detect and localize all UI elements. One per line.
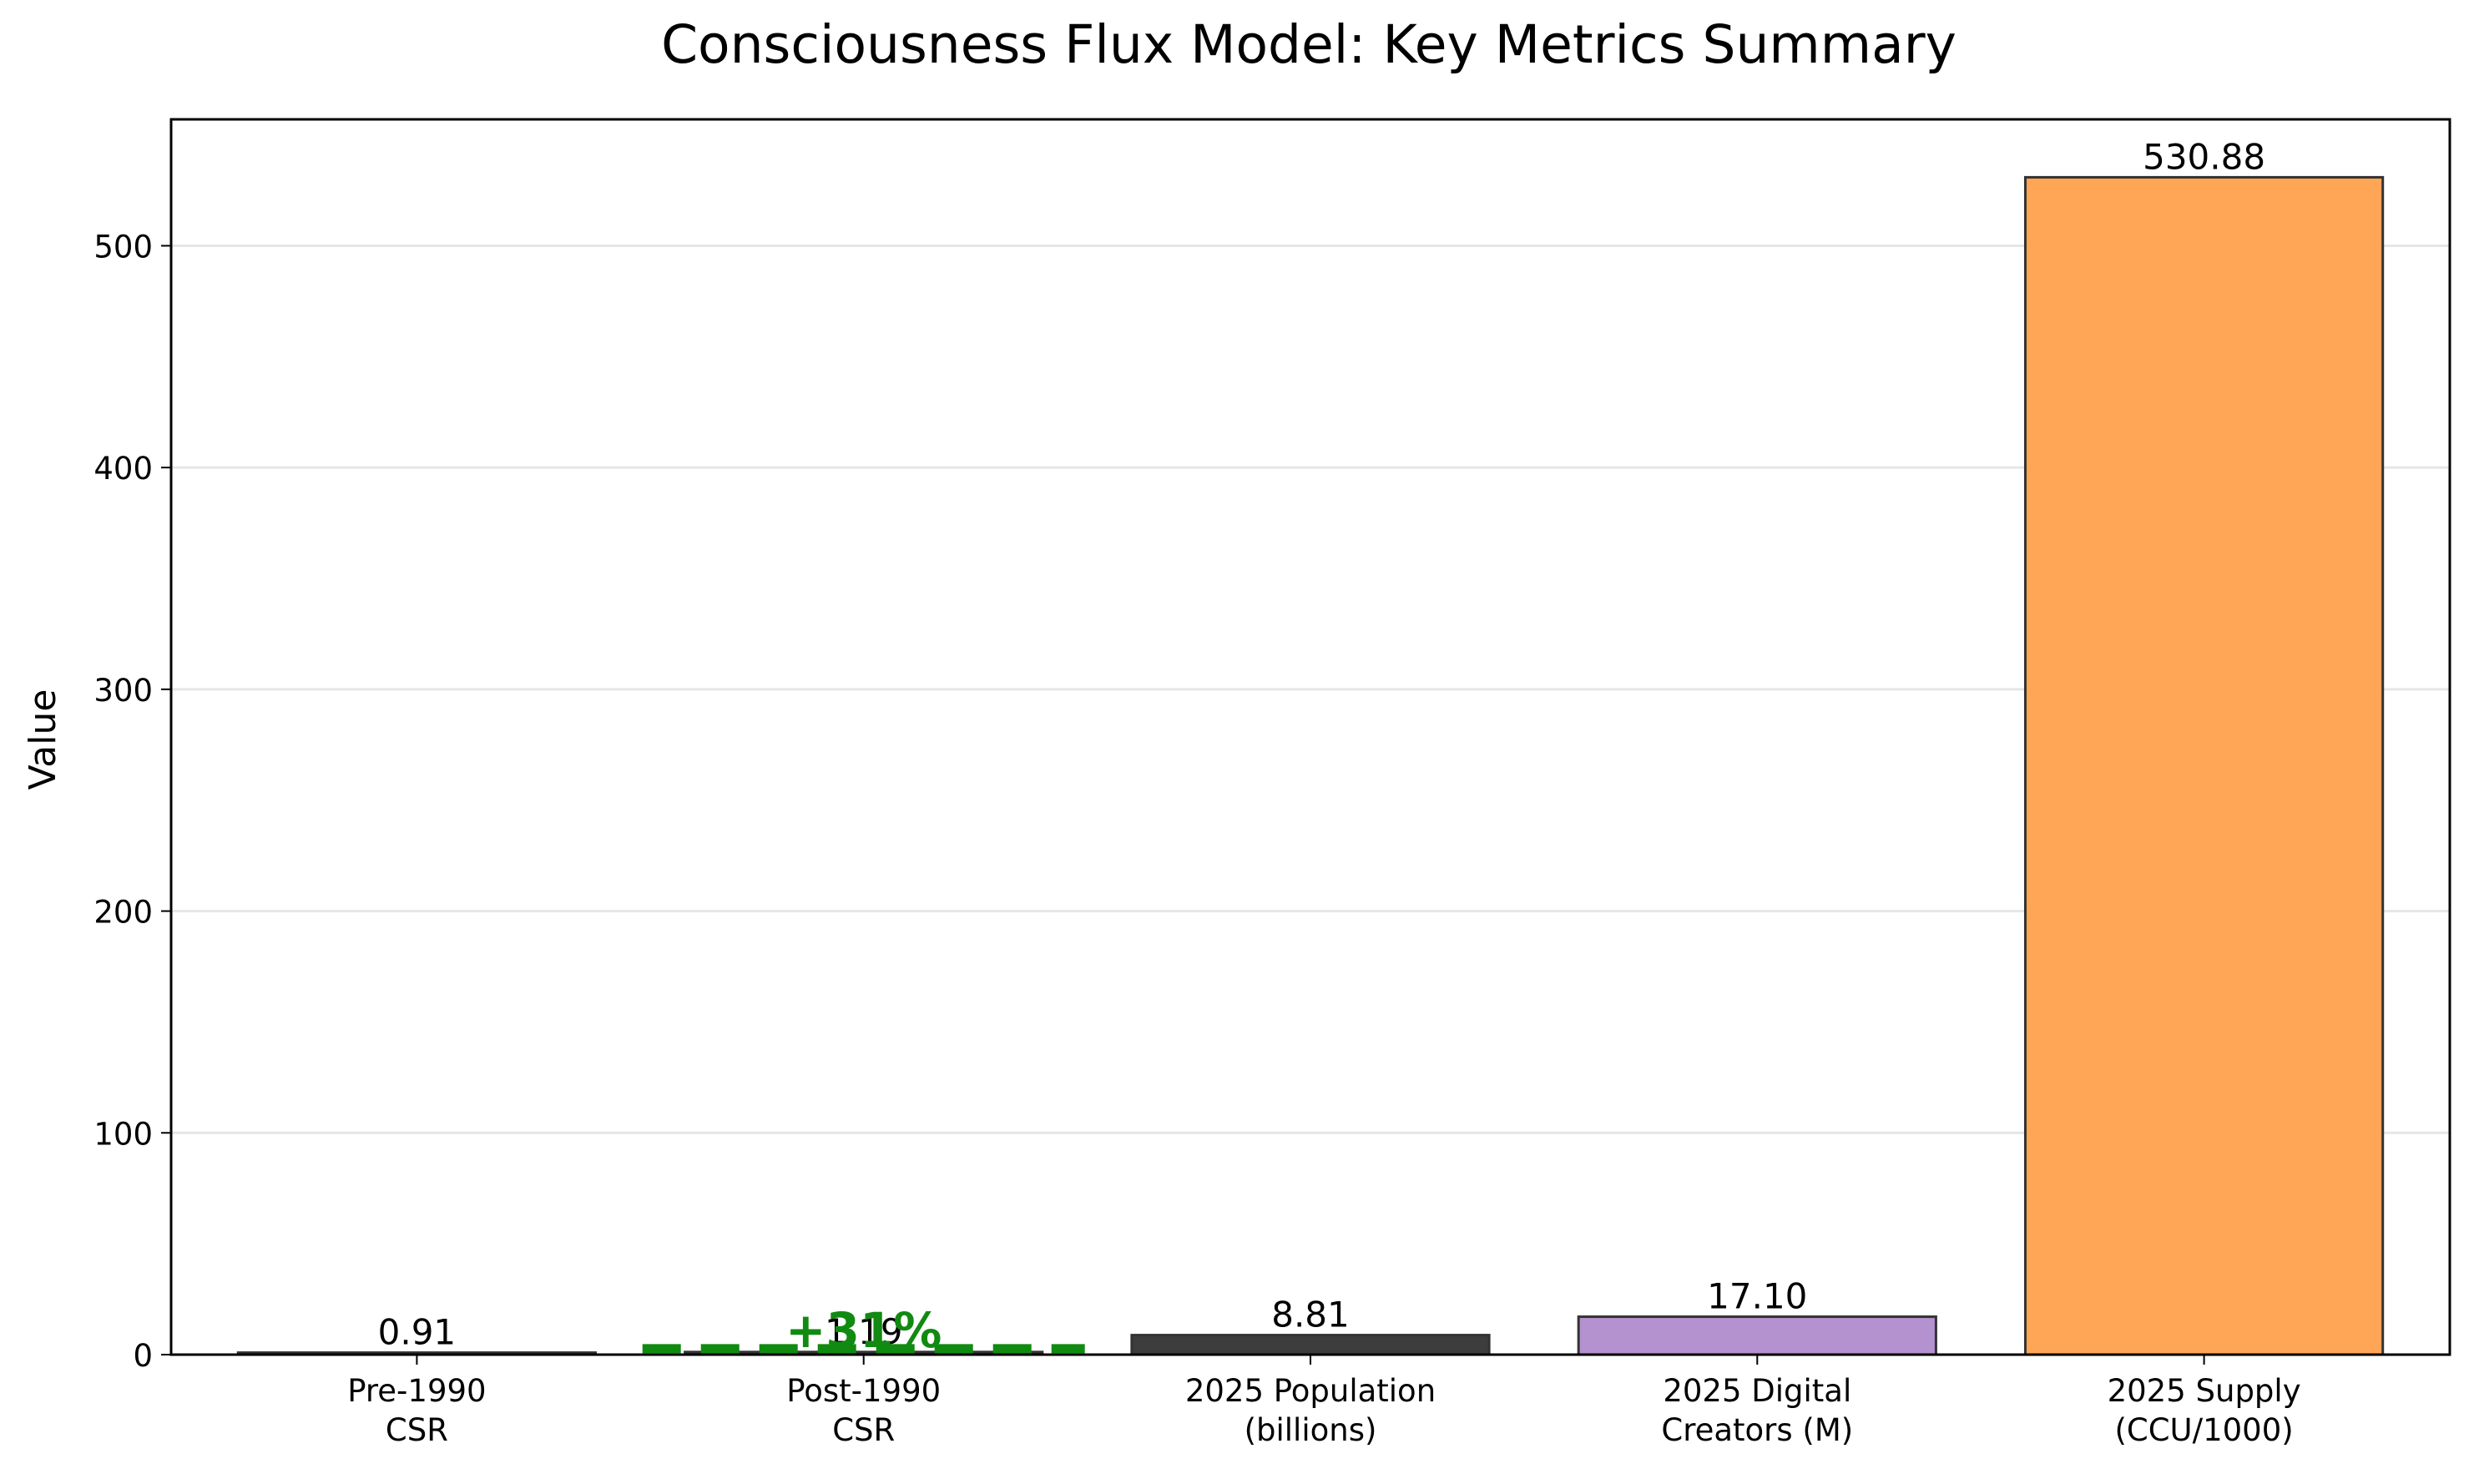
x-tick-label: 2025 Supply (CCU/1000) <box>2108 1373 2301 1448</box>
x-tick-label-line: 2025 Supply <box>2108 1373 2301 1409</box>
x-tick-label-line: 2025 Population <box>1185 1373 1436 1409</box>
x-tick-label-line: Creators (M) <box>1661 1412 1853 1448</box>
bar <box>1577 1315 1937 1356</box>
y-tick-label: 100 <box>93 1116 153 1152</box>
y-tick-label: 0 <box>133 1338 153 1374</box>
x-tick-label-line: 2025 Digital <box>1663 1373 1851 1409</box>
x-tick-label: Post-1990 CSR <box>786 1373 941 1448</box>
x-tick-label-line: Post-1990 <box>786 1373 941 1409</box>
x-tick-label-line: CSR <box>386 1412 448 1448</box>
labels-layer: 0.91 1.19 8.81 17.10 530.88 +31% <box>378 136 2265 1358</box>
bar-value-label: 17.10 <box>1707 1276 1807 1317</box>
y-tick-label: 400 <box>93 451 153 487</box>
y-tick-label: 200 <box>93 895 153 931</box>
plot-frame <box>169 118 2451 1356</box>
x-tick-label-line: (billions) <box>1245 1412 1377 1448</box>
x-tick-label: 2025 Population (billions) <box>1185 1373 1436 1448</box>
y-tick-label: 500 <box>93 229 153 265</box>
x-tick-label-line: (CCU/1000) <box>2114 1412 2293 1448</box>
chart-title: Consciousness Flux Model: Key Metrics Su… <box>661 14 1956 75</box>
y-tick-label: 300 <box>93 673 153 709</box>
annotation-percent-label: +31% <box>785 1302 942 1359</box>
bar-value-label: 1.19 <box>825 1311 903 1352</box>
x-tick-label-line: Pre-1990 <box>347 1373 486 1409</box>
bar-value-label: 530.88 <box>2143 136 2265 177</box>
bar <box>2023 175 2385 1356</box>
x-tick-label-line: CSR <box>832 1412 895 1448</box>
x-tick-label: Pre-1990 CSR <box>347 1373 486 1448</box>
x-tick-label: 2025 Digital Creators (M) <box>1661 1373 1853 1448</box>
bar-value-label: 0.91 <box>378 1312 457 1353</box>
bar <box>1130 1334 1491 1356</box>
bar-value-label: 8.81 <box>1271 1295 1350 1335</box>
y-axis-label: Value <box>22 689 64 790</box>
